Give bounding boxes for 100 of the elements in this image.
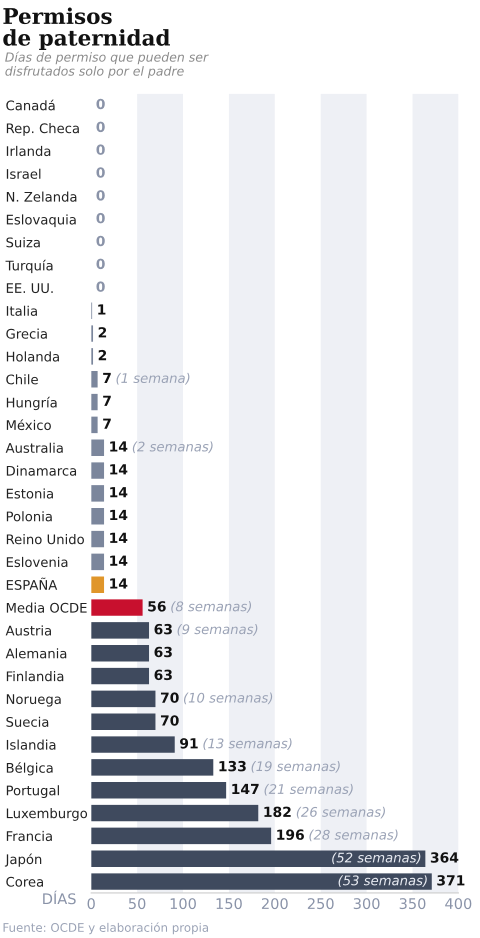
data-label: 0 xyxy=(96,98,105,110)
x-tick-label: 300 xyxy=(354,898,380,910)
bar xyxy=(91,759,214,776)
data-label: 0 xyxy=(96,236,105,246)
y-tick-label: Bélgica xyxy=(6,762,53,776)
annotation: (10 semanas) xyxy=(184,692,272,704)
bar xyxy=(91,736,175,753)
bar xyxy=(91,622,150,639)
y-tick-label: Chile xyxy=(6,374,38,384)
y-tick-label: Estonia xyxy=(6,488,53,499)
annotation: (28 semanas) xyxy=(309,830,398,842)
y-tick-label: Japón xyxy=(4,853,42,867)
annotation: (13 semanas) xyxy=(203,738,292,750)
bar xyxy=(91,599,143,616)
data-label: 196 xyxy=(277,829,304,840)
y-tick-label: EE. UU. xyxy=(6,283,53,294)
bar xyxy=(91,416,98,434)
y-tick-label: Polonia xyxy=(6,511,52,522)
bar xyxy=(91,440,104,456)
y-tick-label: Dinamarca xyxy=(6,466,76,476)
y-tick-label: Media OCDE xyxy=(6,602,87,613)
bar xyxy=(91,645,150,662)
y-tick-label: Irlanda xyxy=(6,146,50,156)
annotation: (26 semanas) xyxy=(296,806,385,818)
data-label: 182 xyxy=(264,806,291,818)
bar xyxy=(91,782,226,798)
y-tick-label: Austria xyxy=(6,625,51,636)
x-tick-label: 0 xyxy=(88,898,95,910)
data-label: 0 xyxy=(96,258,105,270)
data-label: 63 xyxy=(154,624,172,634)
bar xyxy=(91,371,98,388)
y-tick-label: Israel xyxy=(6,168,40,179)
y-tick-label: México xyxy=(6,419,51,430)
bar xyxy=(91,485,104,502)
x-tick-label: 100 xyxy=(170,898,196,910)
data-label: 63 xyxy=(154,646,172,658)
bar xyxy=(91,828,272,844)
y-tick-label: Luxemburgo xyxy=(6,808,88,821)
data-label: 14 xyxy=(110,441,128,452)
y-tick-label: Noruega xyxy=(6,694,61,707)
x-tick-label: 250 xyxy=(308,898,334,910)
y-tick-label: Islandia xyxy=(6,740,56,750)
data-label: 14 xyxy=(110,464,128,474)
data-label: 0 xyxy=(96,281,105,292)
data-label: 133 xyxy=(219,760,246,772)
data-label: 0 xyxy=(96,212,105,224)
y-tick-label: Turquía xyxy=(6,260,52,274)
data-label: 7 xyxy=(103,372,111,384)
x-axis-title: DÍAS xyxy=(43,890,76,904)
bar xyxy=(91,873,432,890)
bar xyxy=(91,714,156,730)
y-tick-label: Finlandia xyxy=(6,671,64,682)
y-tick-label: Grecia xyxy=(6,328,47,339)
bar xyxy=(91,530,104,548)
data-label: 7 xyxy=(103,396,111,406)
data-label: 0 xyxy=(96,190,105,201)
data-label: 1 xyxy=(98,304,106,315)
annotation: (9 semanas) xyxy=(178,624,258,636)
data-label: 63 xyxy=(154,670,172,680)
data-label: 14 xyxy=(110,487,128,498)
y-tick-label: ESPAÑA xyxy=(6,578,58,590)
bar xyxy=(91,690,156,708)
y-tick-label: Eslovenia xyxy=(6,556,68,568)
y-tick-label: Italia xyxy=(6,306,37,316)
bar xyxy=(91,394,98,410)
data-label: 0 xyxy=(96,122,105,132)
bar xyxy=(91,804,258,822)
y-tick-label: Suecia xyxy=(6,716,48,727)
x-tick-label: 400 xyxy=(445,898,472,910)
annotation: (2 semanas) xyxy=(132,441,213,454)
x-tick-label: 350 xyxy=(400,898,426,910)
data-label: 364 xyxy=(430,852,458,863)
y-tick-label: Hungría xyxy=(6,396,57,410)
y-tick-label: Suiza xyxy=(6,237,40,248)
data-label: 0 xyxy=(96,167,105,178)
x-tick-label: 150 xyxy=(216,898,242,910)
data-label: 0 xyxy=(96,144,105,155)
data-label: 371 xyxy=(437,875,464,886)
data-label: 56 xyxy=(148,601,166,612)
data-label: 14 xyxy=(110,556,128,566)
y-tick-label: Australia xyxy=(6,442,63,453)
data-label: 70 xyxy=(160,715,179,726)
y-tick-label: Francia xyxy=(6,830,52,842)
chart-title: Permisos de paternidad xyxy=(3,8,170,50)
y-tick-label: Eslovaquia xyxy=(6,214,76,228)
data-label: 14 xyxy=(110,578,128,589)
bar xyxy=(91,462,104,479)
x-tick-label: 50 xyxy=(128,898,146,910)
data-label: 14 xyxy=(110,510,128,520)
x-tick-label: 200 xyxy=(262,898,288,910)
annotation: (19 semanas) xyxy=(252,761,340,773)
annotation: (52 semanas) xyxy=(332,852,420,864)
data-label: 7 xyxy=(103,418,111,429)
data-label: 14 xyxy=(110,532,128,543)
y-tick-label: N. Zelanda xyxy=(6,192,76,202)
y-tick-label: Canadá xyxy=(6,100,55,110)
y-tick-label: Holanda xyxy=(6,351,59,362)
bar xyxy=(91,850,426,867)
chart-subtitle: Días de permiso que pueden ser disfrutados solo por el padre xyxy=(5,52,209,78)
bar xyxy=(91,668,150,684)
